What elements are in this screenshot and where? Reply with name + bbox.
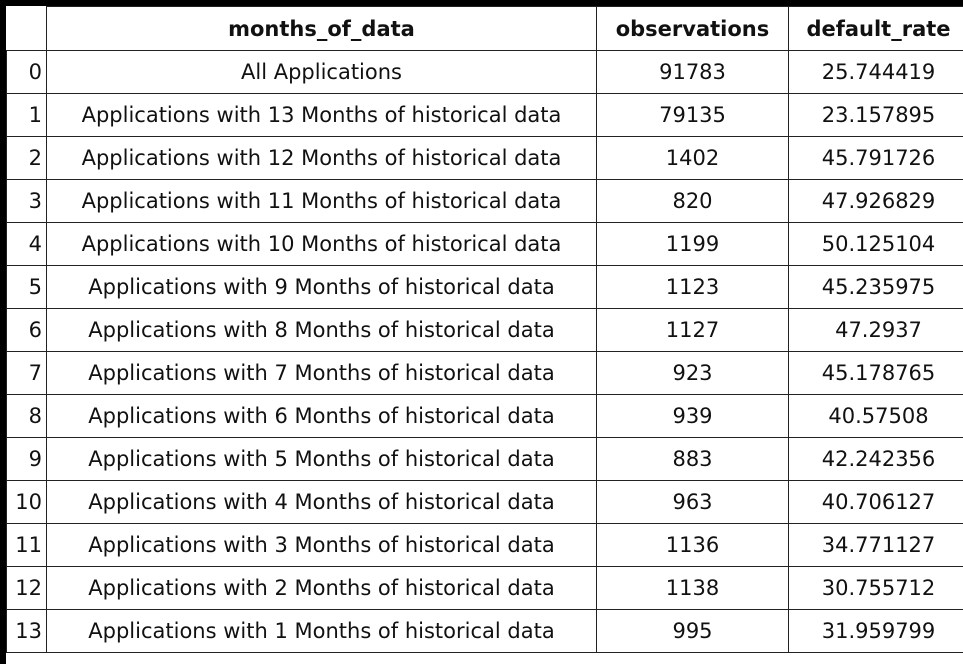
- row-index-cell: 13: [6, 609, 47, 653]
- observations-cell: 1123: [596, 265, 789, 309]
- table-row: 4 Applications with 10 Months of historic…: [6, 222, 963, 266]
- table-row: 0 All Applications 91783 25.744419: [6, 50, 963, 94]
- months-of-data-cell: Applications with 13 Months of historica…: [46, 93, 597, 137]
- observations-cell: 79135: [596, 93, 789, 137]
- table-row: 7 Applications with 7 Months of historica…: [6, 351, 963, 395]
- observations-cell: 820: [596, 179, 789, 223]
- table-row: 12 Applications with 2 Months of historic…: [6, 566, 963, 610]
- months-of-data-cell: Applications with 6 Months of historical…: [46, 394, 597, 438]
- months-of-data-cell: All Applications: [46, 50, 597, 94]
- months-of-data-cell: Applications with 10 Months of historica…: [46, 222, 597, 266]
- observations-cell: 1127: [596, 308, 789, 352]
- column-header-months-of-data: months_of_data: [46, 6, 597, 51]
- table-row: 13 Applications with 1 Months of historic…: [6, 609, 963, 653]
- default-rate-cell: 23.157895: [788, 93, 963, 137]
- table-row: 10 Applications with 4 Months of historic…: [6, 480, 963, 524]
- default-rate-cell: 34.771127: [788, 523, 963, 567]
- default-rate-cell: 31.959799: [788, 609, 963, 653]
- default-rate-cell: 45.178765: [788, 351, 963, 395]
- default-rate-cell: 47.2937: [788, 308, 963, 352]
- table-row: 5 Applications with 9 Months of historica…: [6, 265, 963, 309]
- months-of-data-cell: Applications with 5 Months of historical…: [46, 437, 597, 481]
- default-rate-cell: 45.235975: [788, 265, 963, 309]
- months-of-data-cell: Applications with 12 Months of historica…: [46, 136, 597, 180]
- default-rate-cell: 45.791726: [788, 136, 963, 180]
- observations-cell: 1138: [596, 566, 789, 610]
- row-index-cell: 1: [6, 93, 47, 137]
- observations-cell: 883: [596, 437, 789, 481]
- column-header-default-rate: default_rate: [788, 6, 963, 51]
- observations-cell: 1136: [596, 523, 789, 567]
- observations-cell: 923: [596, 351, 789, 395]
- default-rate-cell: 50.125104: [788, 222, 963, 266]
- months-of-data-cell: Applications with 2 Months of historical…: [46, 566, 597, 610]
- months-of-data-cell: Applications with 4 Months of historical…: [46, 480, 597, 524]
- observations-cell: 939: [596, 394, 789, 438]
- row-index-cell: 8: [6, 394, 47, 438]
- observations-cell: 91783: [596, 50, 789, 94]
- row-index-cell: 9: [6, 437, 47, 481]
- months-of-data-cell: Applications with 9 Months of historical…: [46, 265, 597, 309]
- row-index-cell: 0: [6, 50, 47, 94]
- header-row: months_of_data observations default_rate: [6, 6, 963, 51]
- column-header-observations: observations: [596, 6, 789, 51]
- row-index-cell: 11: [6, 523, 47, 567]
- row-index-cell: 4: [6, 222, 47, 266]
- table-body: 0 All Applications 91783 25.744419 1 Applicat…: [6, 50, 963, 653]
- default-rate-cell: 47.926829: [788, 179, 963, 223]
- months-of-data-cell: Applications with 8 Months of historical…: [46, 308, 597, 352]
- table-row: 8 Applications with 6 Months of historica…: [6, 394, 963, 438]
- default-rate-cell: 40.706127: [788, 480, 963, 524]
- months-of-data-cell: Applications with 3 Months of historical…: [46, 523, 597, 567]
- table-row: 3 Applications with 11 Months of historic…: [6, 179, 963, 223]
- table-row: 11 Applications with 3 Months of historic…: [6, 523, 963, 567]
- row-index-cell: 3: [6, 179, 47, 223]
- row-index-cell: 10: [6, 480, 47, 524]
- row-index-cell: 6: [6, 308, 47, 352]
- row-index-cell: 2: [6, 136, 47, 180]
- observations-cell: 963: [596, 480, 789, 524]
- default-rate-cell: 40.57508: [788, 394, 963, 438]
- table-row: 2 Applications with 12 Months of historic…: [6, 136, 963, 180]
- default-rate-cell: 25.744419: [788, 50, 963, 94]
- index-header: [6, 6, 47, 51]
- observations-cell: 995: [596, 609, 789, 653]
- months-of-data-cell: Applications with 1 Months of historical…: [46, 609, 597, 653]
- row-index-cell: 7: [6, 351, 47, 395]
- table-row: 1 Applications with 13 Months of historic…: [6, 93, 963, 137]
- months-of-data-cell: Applications with 7 Months of historical…: [46, 351, 597, 395]
- observations-cell: 1402: [596, 136, 789, 180]
- row-index-cell: 12: [6, 566, 47, 610]
- table-row: 6 Applications with 8 Months of historica…: [6, 308, 963, 352]
- default-rate-cell: 30.755712: [788, 566, 963, 610]
- observations-cell: 1199: [596, 222, 789, 266]
- default-rate-cell: 42.242356: [788, 437, 963, 481]
- dataframe-view: months_of_data observations default_rate…: [6, 6, 963, 664]
- months-of-data-cell: Applications with 11 Months of historica…: [46, 179, 597, 223]
- table-row: 9 Applications with 5 Months of historica…: [6, 437, 963, 481]
- row-index-cell: 5: [6, 265, 47, 309]
- dataframe-table: months_of_data observations default_rate…: [6, 6, 963, 653]
